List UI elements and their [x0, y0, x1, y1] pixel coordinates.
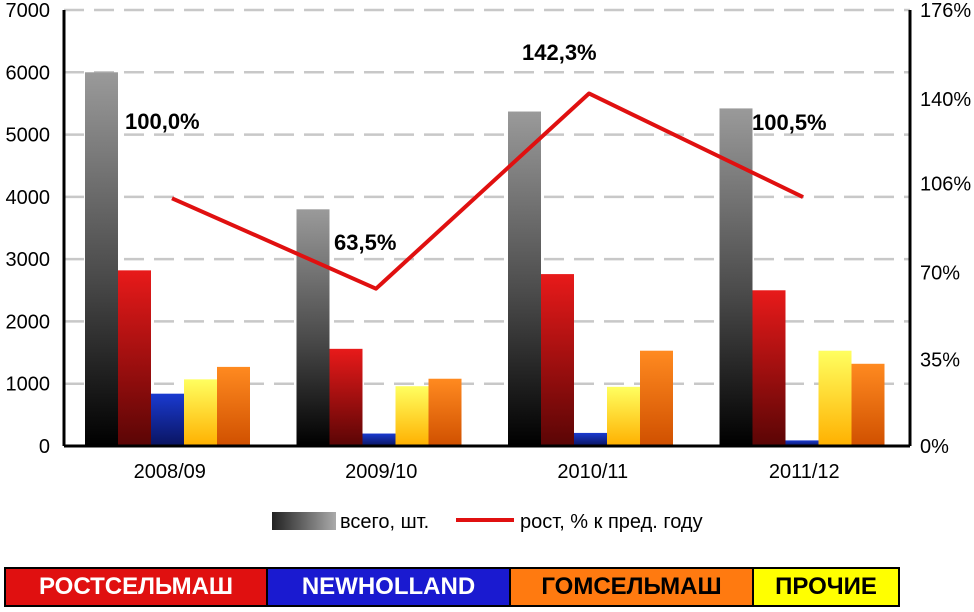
bar-newholland	[785, 440, 819, 446]
bar-other	[607, 386, 640, 446]
legend-label-growth: рост, % к пред. году	[520, 511, 703, 533]
brand-legend: РОСТСЕЛЬМАШ NEWHOLLAND ГОМСЕЛЬМАШ ПРОЧИЕ	[4, 567, 900, 607]
bar-total	[296, 209, 330, 446]
bar-newholland	[574, 432, 607, 446]
y-right-tick-label: 140%	[920, 89, 971, 111]
legend-label-total: всего, шт.	[340, 511, 429, 533]
bar-gomselmash	[851, 363, 885, 446]
brand-other: ПРОЧИЕ	[754, 569, 898, 605]
bar-rostselmash	[752, 290, 786, 446]
growth-line	[171, 91, 804, 291]
bar-other	[184, 379, 217, 446]
brand-gomselmash: ГОМСЕЛЬМАШ	[511, 569, 754, 605]
y-right-tick-label: 0%	[920, 436, 949, 458]
point-label: 100,0%	[125, 109, 200, 134]
bar-other	[395, 386, 429, 446]
bar-newholland	[151, 393, 184, 446]
brand-other-label: ПРОЧИЕ	[775, 573, 877, 600]
brand-newholland: NEWHOLLAND	[268, 569, 511, 605]
point-label: 100,5%	[752, 110, 827, 135]
bar-gomselmash	[640, 350, 673, 446]
legend: всего, шт. рост, % к пред. году	[272, 511, 703, 533]
bars	[85, 72, 885, 447]
point-label: 142,3%	[522, 40, 597, 65]
labels: 100,0% 63,5% 142,3% 100,5%	[125, 40, 827, 255]
bar-other	[818, 350, 852, 446]
bar-total	[508, 111, 541, 447]
y-right-tick-label: 70%	[920, 263, 960, 285]
bar-rostselmash	[329, 348, 363, 446]
bar-gomselmash	[428, 378, 462, 446]
x-tick-label: 2011/12	[769, 461, 840, 483]
axes: 0 1000 2000 3000 4000 5000 6000 7000 0% 35% 70% 106…	[6, 0, 972, 483]
y-left-tick-label: 7000	[6, 0, 51, 22]
bar-gomselmash	[217, 366, 250, 446]
point-label: 63,5%	[334, 230, 396, 255]
brand-rostselmash: РОСТСЕЛЬМАШ	[6, 569, 268, 605]
x-tick-label: 2009/10	[345, 461, 417, 483]
bar-rostselmash	[118, 270, 151, 446]
chart: 0 1000 2000 3000 4000 5000 6000 7000 0% 35% 70% 106…	[6, 0, 972, 533]
brand-newholland-label: NEWHOLLAND	[301, 573, 476, 600]
y-left-tick-label: 1000	[6, 374, 51, 396]
x-tick-label: 2010/11	[557, 461, 628, 483]
growth-line-path	[171, 91, 804, 291]
bar-rostselmash	[541, 274, 574, 446]
x-tick-label: 2008/09	[134, 461, 206, 483]
y-right-tick-label: 35%	[920, 349, 960, 371]
y-left-tick-label: 2000	[6, 311, 51, 333]
y-left-tick-label: 4000	[6, 187, 51, 209]
y-left-tick-label: 3000	[6, 249, 51, 271]
brand-gomselmash-label: ГОМСЕЛЬМАШ	[541, 573, 722, 600]
y-right-tick-label: 176%	[920, 0, 971, 22]
y-right-tick-label: 106%	[920, 173, 971, 195]
y-left-tick-label: 6000	[6, 62, 51, 84]
bar-newholland	[362, 433, 396, 446]
brand-rostselmash-label: РОСТСЕЛЬМАШ	[38, 573, 234, 600]
y-left-tick-label: 0	[39, 436, 50, 458]
legend-bar-swatch	[272, 512, 336, 530]
y-left-tick-label: 5000	[6, 125, 51, 147]
bar-total	[85, 72, 118, 447]
